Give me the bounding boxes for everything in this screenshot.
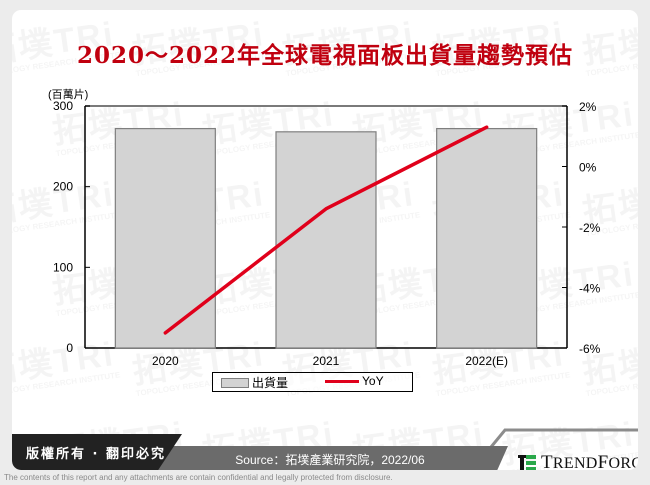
- legend-bar-swatch: [221, 377, 249, 388]
- legend-line-swatch: [325, 379, 359, 383]
- footer-decoration: [480, 428, 638, 459]
- left-axis-tick-label: 200: [53, 180, 73, 194]
- left-axis-unit-label: (百萬片): [48, 89, 89, 101]
- x-axis-tick-label: 2020: [152, 354, 179, 368]
- legend-item-yoy: YoY: [325, 374, 384, 388]
- right-axis-tick-label: -6%: [579, 342, 601, 356]
- right-axis-tick-label: -4%: [579, 282, 601, 296]
- copyright-band: [12, 434, 182, 470]
- right-axis-tick-label: -2%: [579, 221, 601, 235]
- left-axis-tick-label: 100: [53, 260, 73, 274]
- x-axis-tick-label: 2022(E): [465, 354, 508, 368]
- bar-2022(E): [436, 127, 538, 349]
- bar-2021: [275, 131, 377, 349]
- slide-card: 拓墣TRiTOPOLOGY RESEARCH INSTITUTE拓墣TRiTOP…: [12, 10, 638, 470]
- copyright-text: 版權所有 · 翻印必究: [26, 447, 166, 462]
- trendforce-logo-icon: [518, 455, 536, 470]
- source-band: [152, 446, 508, 470]
- trendforce-logo: TRENDFORCE: [518, 452, 638, 470]
- chart-legend: 出貨量 YoY: [212, 372, 413, 392]
- source-text: Source：拓墣產業研究院，2022/06: [235, 453, 425, 467]
- legend-line-label: YoY: [362, 374, 384, 388]
- legend-bar-label: 出貨量: [252, 376, 289, 390]
- chart-title: 2020～2022年全球電視面板出貨量趨勢預估: [76, 42, 574, 69]
- legend-item-shipments: 出貨量: [221, 374, 288, 391]
- x-axis-tick-label: 2021: [313, 354, 340, 368]
- left-axis-tick-label: 0: [66, 341, 73, 355]
- right-axis-tick-label: 0%: [579, 161, 597, 175]
- combo-chart: 0 100 200 300 -6% -4% -2% 0% 2% 2020 2021 2022(E): [53, 99, 601, 368]
- right-axis-tick-label: 2%: [579, 100, 597, 114]
- disclaimer-text: The contents of this report and any atta…: [4, 473, 393, 482]
- trendforce-logo-text: TRENDFORCE: [541, 452, 638, 470]
- left-axis-tick-label: 300: [53, 99, 73, 113]
- yoy-line: [163, 125, 489, 335]
- bar-2020: [114, 127, 216, 349]
